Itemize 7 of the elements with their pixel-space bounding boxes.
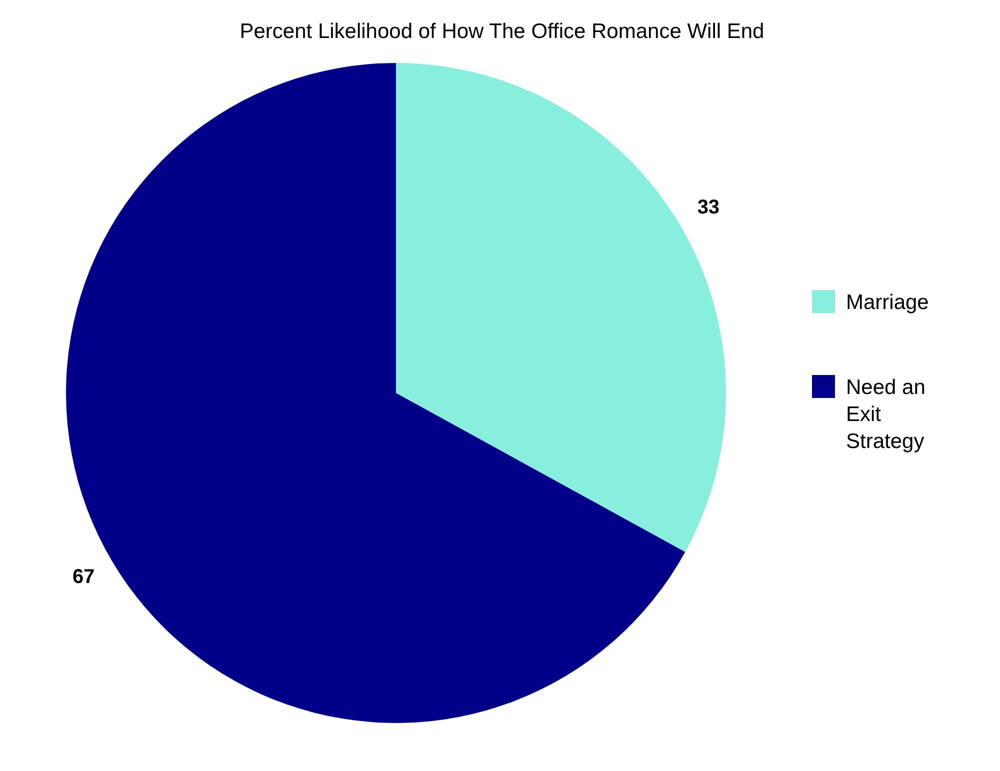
pie-slice bbox=[396, 63, 726, 552]
legend-label: Need an Exit Strategy bbox=[846, 376, 926, 453]
legend-label: Marriage bbox=[846, 291, 929, 314]
data-label: 67 bbox=[72, 566, 95, 588]
pie-slice bbox=[66, 63, 686, 723]
chart-title: Percent Likelihood of How The Office Romance Will End bbox=[240, 20, 764, 43]
data-label: 33 bbox=[697, 196, 720, 218]
